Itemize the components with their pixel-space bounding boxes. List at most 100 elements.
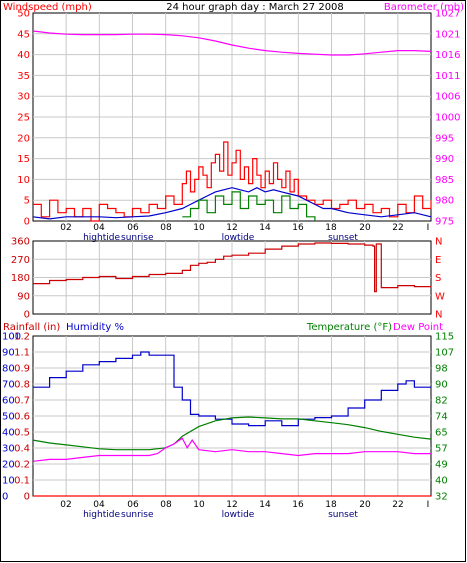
x-tick-label: 06	[127, 223, 139, 233]
y-tick-label-right: E	[435, 255, 441, 266]
event-label-hightide: hightide	[83, 233, 120, 243]
wind-axis-ticks: 0 5 10 15 20 25 30 35 40 45 50	[17, 9, 30, 228]
event-label-sunset: sunset	[328, 233, 358, 243]
series-wind-direction	[33, 242, 432, 293]
y-tick-label-rainfall: 0.4	[14, 444, 30, 455]
y-tick-label-right: 975	[435, 217, 454, 228]
y-tick-label-right: 49	[435, 460, 448, 471]
y-tick-label-left: 180	[11, 273, 30, 284]
y-tick-label-right: 32	[435, 492, 448, 503]
y-tick-label-rainfall: 1.1	[14, 348, 30, 359]
y-tick-label-left: 30	[17, 92, 30, 103]
wind-axis-title: Windspeed (mph)	[3, 2, 92, 13]
x-tick-label: 10	[193, 223, 205, 233]
y-tick-label-humidity: 10	[2, 476, 15, 487]
y-tick-label-right: N	[435, 237, 442, 248]
x-tick-label: 10	[193, 500, 205, 510]
barometer-axis-title: Barometer (mb)	[384, 2, 464, 13]
y-tick-label-left: 45	[17, 29, 30, 40]
y-tick-label-left: 90	[17, 291, 30, 302]
event-label-sunset: sunset	[328, 510, 358, 520]
wind-panel-grid	[33, 13, 431, 221]
y-tick-label-rainfall: 0.6	[14, 412, 30, 423]
x-tick-label: 12	[226, 223, 237, 233]
y-tick-label-humidity: 50	[2, 412, 15, 423]
y-tick-label-rainfall: 0.9	[14, 364, 30, 375]
y-tick-label-humidity: 20	[2, 460, 15, 471]
x-tick-label: 08	[160, 223, 172, 233]
x-tick-label: 02	[60, 500, 71, 510]
y-tick-label-right: 1027	[435, 9, 460, 20]
wind-panel: 0 5 10 15 20 25 30 35 40 45 50 975 980 985 990 995 1000…	[17, 9, 460, 228]
y-tick-label-right: 115	[435, 332, 454, 343]
y-tick-label-right: 98	[435, 364, 448, 375]
y-tick-label-rainfall: 0.8	[14, 380, 30, 391]
wind-series-layer	[32, 30, 432, 222]
barometer-axis-ticks: 975 980 985 990 995 1000 1006 1011 1016 1021 1027	[435, 9, 460, 228]
x-tick-label: 18	[325, 223, 337, 233]
y-tick-label-humidity: 80	[2, 364, 15, 375]
y-tick-label-right: 107	[435, 348, 454, 359]
humidity-rain-axis-ticks: 0 0 10 0.1 20 0.2 30 0.4 40 0.5 50 0.6 60 0.7 70 0.8 80 0…	[2, 332, 30, 503]
rainfall-axis-title: Rainfall (in)	[3, 322, 60, 333]
y-tick-label-left: 10	[17, 175, 30, 186]
temperature-axis-ticks: 32 40 49 57 65 74 82 90 98 107 115	[435, 332, 454, 503]
x-tick-label: 02	[60, 223, 71, 233]
x-tick-label: 06	[127, 500, 139, 510]
direction-panel-grid	[33, 241, 431, 314]
y-tick-label-left: 0	[24, 310, 30, 321]
y-tick-label-rainfall: 1.2	[14, 332, 30, 343]
series-windspeed-mph	[33, 141, 432, 222]
temperature-panel-grid	[33, 336, 431, 496]
y-tick-label-right: 82	[435, 396, 448, 407]
y-tick-label-left: 20	[17, 133, 30, 144]
x-tick-label: 22	[392, 500, 403, 510]
y-tick-label-right: 995	[435, 133, 454, 144]
humidity-axis-title: Humidity %	[66, 322, 124, 333]
x-tick-label: 20	[359, 223, 371, 233]
temperature-series-layer	[32, 351, 432, 497]
y-tick-label-left: 270	[11, 255, 30, 266]
y-tick-label-humidity: 40	[2, 428, 15, 439]
x-tick-label: 22	[392, 223, 403, 233]
event-label-sunrise: sunrise	[121, 233, 154, 243]
series-wind-average	[32, 187, 432, 220]
x-tick-label: 04	[93, 500, 105, 510]
event-label-lowtide: lowtide	[222, 233, 255, 243]
y-tick-label-rainfall: 0.7	[14, 396, 30, 407]
x-tick-label: 16	[292, 223, 304, 233]
y-tick-label-humidity: 90	[2, 348, 15, 359]
y-tick-label-left: 0	[24, 217, 30, 228]
x-tick-label: 20	[359, 500, 371, 510]
y-tick-label-right: 1006	[435, 92, 460, 103]
y-tick-label-rainfall: 0.2	[14, 460, 30, 471]
series-humidity	[33, 351, 431, 427]
event-label-lowtide: lowtide	[222, 510, 255, 520]
y-tick-label-left: 25	[17, 113, 30, 124]
x-tick-label: I	[427, 500, 430, 510]
series-temperature-f	[32, 416, 432, 451]
y-tick-label-rainfall: 0.1	[14, 476, 30, 487]
y-tick-label-humidity: 0	[2, 492, 8, 503]
x-tick-label: 12	[226, 500, 237, 510]
y-tick-label-rainfall: 0	[24, 492, 30, 503]
y-tick-label-right: 74	[435, 412, 448, 423]
temperature-axis-title: Temperature (°F)	[306, 322, 392, 333]
y-tick-label-left: 5	[24, 196, 30, 207]
y-tick-label-left: 50	[17, 9, 30, 20]
chart-title: 24 hour graph day : March 27 2008	[166, 2, 344, 13]
x-tick-label: 04	[93, 223, 105, 233]
event-label-hightide: hightide	[83, 510, 120, 520]
series-barometer-mb	[32, 30, 432, 56]
y-tick-label-humidity: 30	[2, 444, 15, 455]
y-tick-label-right: 980	[435, 196, 454, 207]
y-tick-label-right: 90	[435, 380, 448, 391]
y-tick-label-left: 35	[17, 71, 30, 82]
series-dew-point	[32, 437, 431, 462]
y-tick-label-left: 360	[11, 237, 30, 248]
y-tick-label-left: 15	[17, 154, 30, 165]
y-tick-label-right: 1016	[435, 50, 460, 61]
